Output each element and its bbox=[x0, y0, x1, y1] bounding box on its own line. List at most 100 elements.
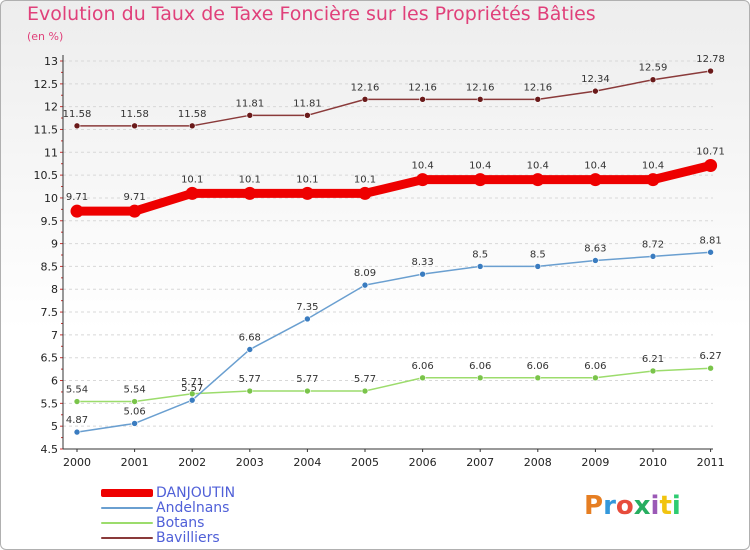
x-tick-label: 2010 bbox=[639, 456, 667, 469]
legend-label: Botans bbox=[156, 515, 205, 531]
legend-label: Bavilliers bbox=[156, 530, 220, 546]
data-point bbox=[304, 112, 311, 119]
legend-item-danjoutin: DANJOUTIN bbox=[101, 485, 301, 502]
y-tick-label: 6.5 bbox=[41, 352, 59, 365]
data-label: 6.27 bbox=[699, 351, 721, 362]
data-labels: 11.58 11.58 11.58 11.81 11.81 12.16 12.16 12.16… bbox=[63, 54, 725, 426]
data-label: 10.1 bbox=[296, 174, 318, 185]
series-lines bbox=[72, 70, 716, 433]
y-tick-label: 8.5 bbox=[41, 260, 59, 273]
data-label: 8.63 bbox=[584, 243, 606, 254]
data-point bbox=[361, 96, 369, 103]
data-point bbox=[592, 374, 599, 382]
data-label: 8.5 bbox=[472, 249, 488, 260]
data-point bbox=[476, 96, 484, 103]
series-line-andelnans bbox=[76, 251, 712, 433]
legend: DANJOUTIN Andelnans Botans Bavilliers bbox=[101, 485, 301, 547]
data-label: 8.33 bbox=[411, 257, 433, 268]
y-tick-label: 9 bbox=[51, 238, 58, 251]
x-tick-label: 2001 bbox=[121, 456, 149, 469]
data-label: 5.54 bbox=[66, 385, 88, 396]
data-point bbox=[128, 204, 142, 218]
data-point bbox=[649, 367, 657, 375]
data-point bbox=[707, 248, 714, 256]
y-tick-label: 5 bbox=[51, 420, 58, 433]
data-point bbox=[243, 186, 257, 200]
data-label: 9.71 bbox=[66, 192, 88, 203]
data-point bbox=[131, 420, 138, 427]
legend-swatch bbox=[101, 522, 153, 524]
data-point bbox=[131, 122, 138, 130]
data-label: 9.71 bbox=[123, 192, 145, 203]
data-point bbox=[304, 387, 311, 395]
data-label: 8.72 bbox=[642, 239, 664, 250]
data-point bbox=[707, 67, 714, 75]
data-point bbox=[419, 270, 426, 278]
y-tick-label: 5.5 bbox=[41, 397, 59, 410]
x-tick-label: 2011 bbox=[697, 456, 725, 469]
data-point bbox=[131, 398, 138, 405]
y-tick-label: 7.5 bbox=[41, 306, 59, 319]
data-point bbox=[649, 253, 657, 260]
data-point bbox=[534, 263, 542, 270]
data-label: 10.1 bbox=[239, 174, 261, 185]
data-label: 12.16 bbox=[466, 82, 495, 93]
data-point bbox=[361, 281, 369, 289]
data-label: 7.35 bbox=[296, 302, 318, 313]
chart-title: Evolution du Taux de Taxe Foncière sur l… bbox=[27, 3, 596, 25]
legend-item-botans: Botans bbox=[101, 515, 301, 532]
y-tick-label: 12.5 bbox=[34, 78, 59, 91]
data-label: 5.71 bbox=[181, 377, 203, 388]
data-label: 5.77 bbox=[239, 374, 261, 385]
grid bbox=[63, 60, 713, 450]
data-label: 10.1 bbox=[181, 174, 203, 185]
proxiti-logo: Proxiti bbox=[584, 491, 681, 521]
data-label: 10.71 bbox=[696, 147, 725, 158]
x-tick-label: 2008 bbox=[524, 456, 552, 469]
data-points bbox=[70, 67, 718, 436]
data-label: 12.59 bbox=[639, 63, 668, 74]
axes: 4.5 5 5.5 6 6.5 7 7.5 8 8.5 9 9.5 10 10.5 11 11.5 12 12.… bbox=[34, 55, 725, 469]
x-tick-label: 2007 bbox=[466, 456, 494, 469]
series-line-botans bbox=[76, 367, 712, 403]
data-label: 11.81 bbox=[235, 98, 264, 109]
legend-swatch bbox=[101, 537, 153, 539]
x-tick-label: 2003 bbox=[236, 456, 264, 469]
y-tick-label: 10.5 bbox=[34, 169, 59, 182]
data-point bbox=[707, 364, 714, 372]
data-label: 8.5 bbox=[530, 249, 546, 260]
data-point bbox=[649, 76, 657, 84]
x-tick-label: 2002 bbox=[178, 456, 206, 469]
data-point bbox=[185, 186, 199, 200]
data-point bbox=[534, 374, 542, 382]
legend-item-bavilliers: Bavilliers bbox=[101, 530, 301, 547]
data-label: 11.81 bbox=[293, 98, 322, 109]
data-label: 12.16 bbox=[523, 82, 552, 93]
data-label: 8.09 bbox=[354, 268, 376, 279]
data-label: 10.4 bbox=[527, 161, 549, 172]
y-tick-label: 7 bbox=[51, 329, 58, 342]
data-point bbox=[246, 346, 254, 353]
unit-label: (en %) bbox=[27, 30, 64, 43]
data-point bbox=[300, 186, 314, 200]
series-line-bavilliers bbox=[76, 70, 712, 127]
data-point bbox=[646, 173, 660, 187]
data-label: 4.87 bbox=[66, 415, 88, 426]
y-tick-label: 11.5 bbox=[34, 123, 59, 136]
x-tick-label: 2006 bbox=[409, 456, 437, 469]
data-label: 10.4 bbox=[469, 161, 491, 172]
data-point bbox=[188, 390, 196, 398]
x-tick-label: 2005 bbox=[351, 456, 379, 469]
x-tick-label: 2009 bbox=[581, 456, 609, 469]
data-point bbox=[358, 186, 372, 200]
y-tick-label: 10 bbox=[44, 192, 58, 205]
legend-swatch bbox=[101, 489, 153, 497]
logo-letter: i bbox=[650, 491, 660, 521]
data-point bbox=[473, 173, 487, 187]
data-label: 5.57 bbox=[181, 383, 203, 394]
logo-letter: i bbox=[671, 491, 681, 521]
data-point bbox=[73, 398, 81, 405]
x-tick-label: 2000 bbox=[63, 456, 91, 469]
data-point bbox=[188, 396, 196, 404]
data-label: 10.4 bbox=[584, 161, 606, 172]
